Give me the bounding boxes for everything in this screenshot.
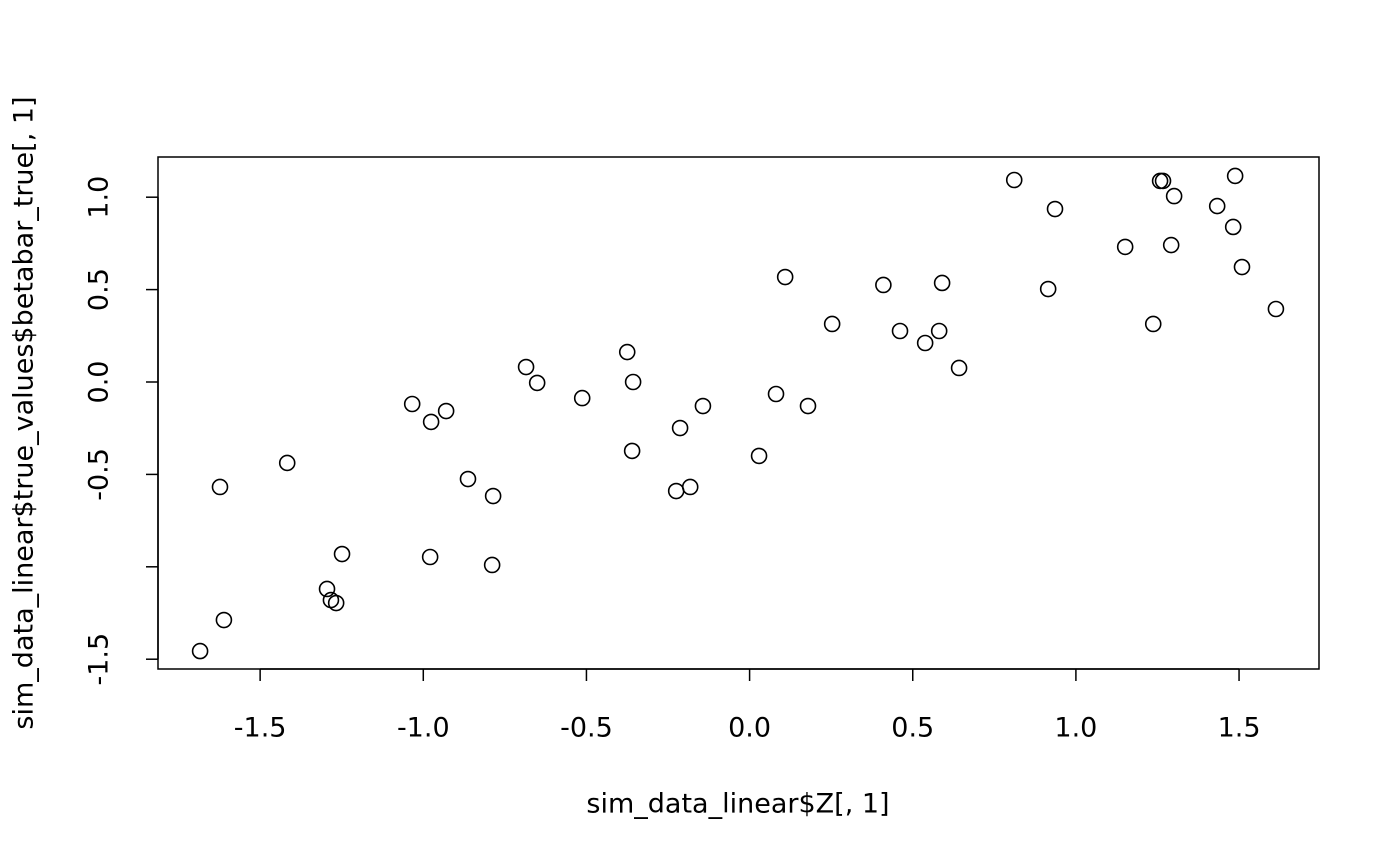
- point: [484, 487, 502, 505]
- point: [950, 359, 968, 377]
- y-tick-label: 1.0: [84, 176, 115, 219]
- point: [1233, 258, 1251, 276]
- point: [667, 482, 685, 500]
- point: [1224, 218, 1242, 236]
- point: [1046, 200, 1064, 218]
- x-tick-label: -1.0: [397, 713, 450, 744]
- y-tick-label: -1.5: [84, 633, 115, 686]
- point: [1267, 300, 1285, 318]
- x-axis-label: sim_data_linear$Z[, 1]: [586, 789, 889, 820]
- point: [1005, 171, 1023, 189]
- point: [767, 385, 785, 403]
- point: [1116, 238, 1134, 256]
- point: [528, 374, 546, 392]
- x-tick-label: 1.0: [1054, 713, 1097, 744]
- point: [823, 315, 841, 333]
- point: [211, 478, 229, 496]
- x-tick-label: 0.5: [891, 713, 934, 744]
- point: [517, 358, 535, 376]
- y-tick-label: 0.0: [84, 361, 115, 404]
- point: [422, 413, 440, 431]
- point: [278, 454, 296, 472]
- point: [1154, 172, 1172, 190]
- y-tick-label: -0.5: [84, 448, 115, 501]
- point: [624, 373, 642, 391]
- point: [930, 322, 948, 340]
- point: [623, 442, 641, 460]
- y-axis-label: sim_data_linear$true_values$betabar_true…: [9, 96, 40, 729]
- point: [403, 395, 421, 413]
- point: [933, 274, 951, 292]
- point: [215, 611, 233, 629]
- point: [573, 389, 591, 407]
- point: [437, 402, 455, 420]
- point: [327, 594, 345, 612]
- point: [681, 478, 699, 496]
- point: [191, 642, 209, 660]
- point: [1162, 236, 1180, 254]
- x-tick-label: 0.0: [728, 713, 771, 744]
- x-tick-label: -1.5: [234, 713, 287, 744]
- point: [875, 276, 892, 294]
- point: [916, 334, 934, 352]
- point: [333, 545, 351, 563]
- x-tick-label: -0.5: [560, 713, 613, 744]
- point: [799, 397, 817, 415]
- point: [750, 447, 768, 465]
- x-tick-label: 1.5: [1218, 713, 1261, 744]
- point: [618, 343, 636, 361]
- point: [483, 556, 501, 574]
- point: [671, 419, 689, 437]
- point: [1226, 167, 1244, 185]
- point: [1165, 187, 1183, 205]
- point: [891, 322, 909, 340]
- point: [776, 268, 794, 286]
- point: [421, 548, 439, 566]
- point: [459, 470, 477, 488]
- point: [1208, 197, 1226, 215]
- point: [1144, 315, 1162, 333]
- point: [318, 580, 336, 598]
- point: [1039, 280, 1057, 298]
- point: [694, 397, 712, 415]
- y-tick-label: 0.5: [84, 268, 115, 311]
